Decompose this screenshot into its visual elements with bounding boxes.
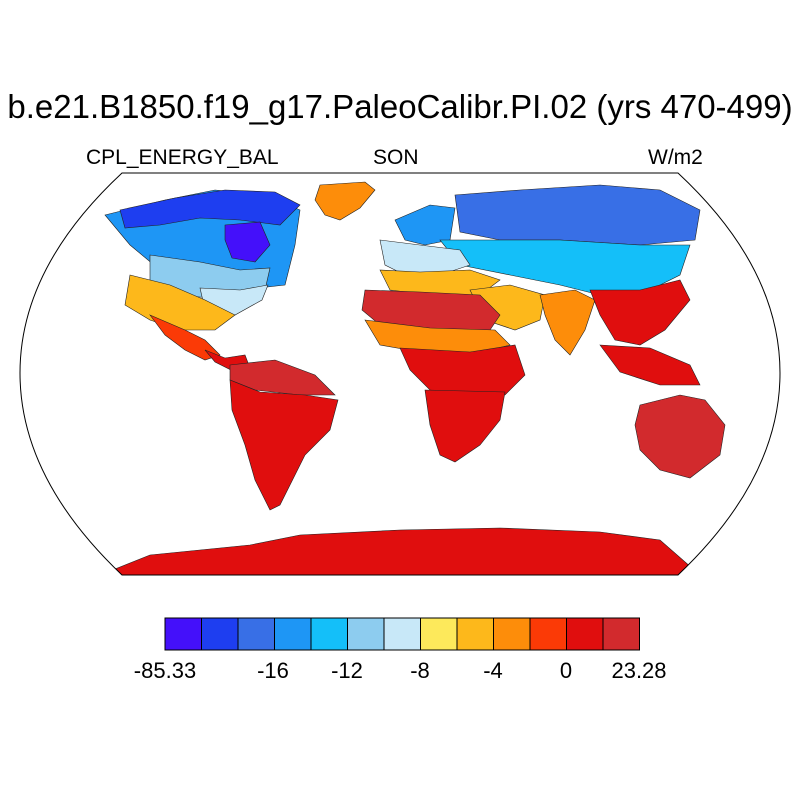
region-southern-africa bbox=[424, 389, 506, 463]
colorbar-swatch bbox=[493, 617, 531, 651]
colorbar-label: 23.28 bbox=[611, 658, 667, 683]
region-antarctica bbox=[99, 527, 701, 575]
colorbar-label: -16 bbox=[257, 658, 289, 683]
colorbar-label: -4 bbox=[483, 658, 503, 683]
colorbar-label: 0 bbox=[559, 658, 573, 683]
colorbar-swatch bbox=[383, 617, 421, 651]
colorbar-swatch bbox=[602, 617, 640, 651]
colorbar-swatch bbox=[420, 617, 458, 651]
colorbar-label: -8 bbox=[410, 658, 430, 683]
region-central-africa bbox=[399, 344, 526, 396]
region-northern-eurasia bbox=[454, 184, 701, 246]
colorbar-label: -85.33 bbox=[133, 658, 197, 683]
region-indonesia bbox=[599, 344, 701, 386]
region-hudson-bay-area bbox=[224, 221, 271, 263]
region-greenland bbox=[314, 181, 376, 221]
colorbar-swatch bbox=[237, 617, 275, 651]
season-label: SON bbox=[373, 146, 419, 169]
colorbar-swatch bbox=[164, 617, 202, 651]
land-regions bbox=[99, 181, 726, 575]
colorbar-swatch bbox=[274, 617, 312, 651]
region-australia bbox=[634, 394, 726, 479]
units-label: W/m2 bbox=[648, 146, 703, 169]
colorbar-swatch bbox=[456, 617, 494, 651]
variable-label: CPL_ENERGY_BAL bbox=[86, 146, 279, 169]
colorbar bbox=[164, 617, 640, 651]
plot-title: b.e21.B1850.f19_g17.PaleoCalibr.PI.02 (y… bbox=[7, 88, 793, 125]
colorbar-swatch bbox=[529, 617, 567, 651]
region-arctic-north-america bbox=[119, 189, 301, 229]
region-europe bbox=[379, 239, 471, 276]
region-scandinavia bbox=[394, 204, 456, 246]
globe-outline bbox=[19, 172, 781, 576]
colorbar-swatch bbox=[201, 617, 239, 651]
colorbar-label: -12 bbox=[331, 658, 363, 683]
region-south-america bbox=[229, 379, 339, 511]
region-southeast-asia bbox=[589, 279, 691, 346]
region-india bbox=[539, 289, 596, 356]
colorbar-swatch bbox=[347, 617, 385, 651]
colorbar-swatch bbox=[310, 617, 348, 651]
colorbar-swatch bbox=[566, 617, 604, 651]
